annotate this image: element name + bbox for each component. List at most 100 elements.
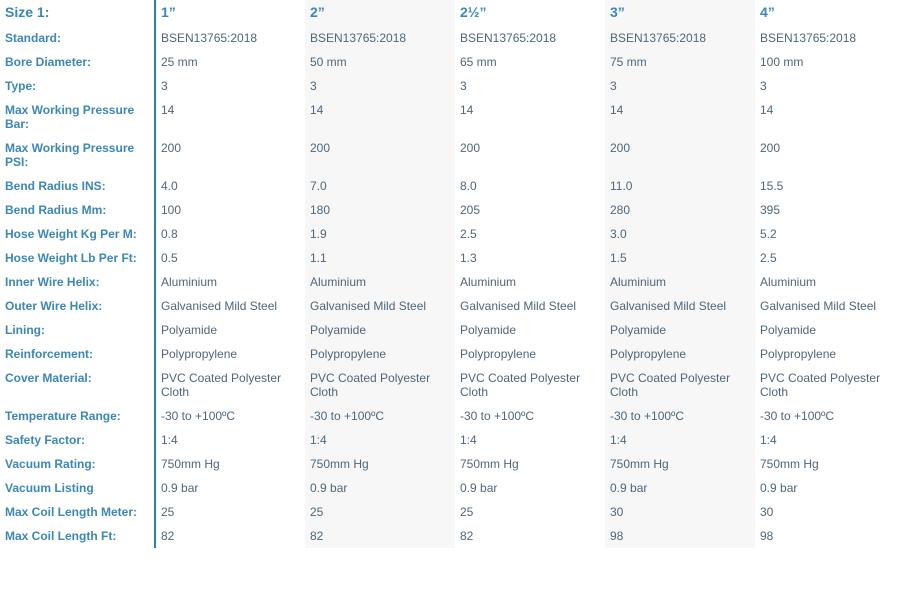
header-row: Size 1: 1” 2” 2½” 3” 4” <box>0 0 909 26</box>
row-label: Inner Wire Helix: <box>0 270 156 294</box>
cell-value: 750mm Hg <box>305 452 455 476</box>
cell-value: Galvanised Mild Steel <box>605 294 755 318</box>
row-label: Bend Radius INS: <box>0 174 156 198</box>
cell-value: 100 mm <box>760 55 804 69</box>
cell-value: 750mm Hg <box>760 457 819 471</box>
cell-value: 50 mm <box>305 50 455 74</box>
table-row: Outer Wire Helix: Galvanised Mild Steel Ga… <box>0 294 909 318</box>
cell-value: Aluminium <box>760 275 817 289</box>
cell-value: Polypropylene <box>760 347 837 361</box>
cell-value: 750mm Hg <box>605 452 755 476</box>
row-label: Bore Diameter: <box>0 50 156 74</box>
cell-value: 1.3 <box>460 251 477 265</box>
cell-value: -30 to +100ºC <box>760 409 835 423</box>
spec-table: Size 1: 1” 2” 2½” 3” 4” Standard: BSEN13765:20… <box>0 0 909 548</box>
table-row: Hose Weight Lb Per Ft: 0.5 1.1 1.3 1.5 2.5 <box>0 246 909 270</box>
row-label: Reinforcement: <box>0 342 156 366</box>
row-label: Standard: <box>0 26 156 50</box>
cell-value: 1.5 <box>605 246 755 270</box>
cell-value: 3 <box>760 79 767 93</box>
table-row: Max Working Pressure PSI: 200 200 200 200 200 <box>0 136 909 174</box>
cell-value: 0.8 <box>161 227 178 241</box>
cell-value: Polypropylene <box>305 342 455 366</box>
table-row: Inner Wire Helix: Aluminium Aluminium Alumi… <box>0 270 909 294</box>
table-row: Temperature Range: -30 to +100ºC -30 to +1… <box>0 404 909 428</box>
row-label: Hose Weight Lb Per Ft: <box>0 246 156 270</box>
table-row: Reinforcement: Polypropylene Polypropylene… <box>0 342 909 366</box>
cell-value: 395 <box>760 203 781 217</box>
cell-value: Polyamide <box>605 318 755 342</box>
row-label: Bend Radius Mm: <box>0 198 156 222</box>
cell-value: 25 mm <box>161 55 198 69</box>
table-row: Bend Radius Mm: 100 180 205 280 395 <box>0 198 909 222</box>
cell-value: Polypropylene <box>161 347 238 361</box>
cell-value: Aluminium <box>460 275 517 289</box>
cell-value: 14 <box>305 98 455 136</box>
table-row: Cover Material: PVC Coated Polyester Clot… <box>0 366 909 404</box>
row-label: Temperature Range: <box>0 404 156 428</box>
cell-value: 1:4 <box>305 428 455 452</box>
column-header: 4” <box>760 4 775 20</box>
cell-value: Polypropylene <box>460 347 537 361</box>
cell-value: 3 <box>305 74 455 98</box>
cell-value: 200 <box>605 136 755 174</box>
cell-value: BSEN13765:2018 <box>760 31 857 45</box>
cell-value: 1.9 <box>305 222 455 246</box>
cell-value: 8.0 <box>460 179 477 193</box>
cell-value: BSEN13765:2018 <box>460 31 557 45</box>
cell-value: 750mm Hg <box>161 457 220 471</box>
cell-value: 1:4 <box>161 433 178 447</box>
row-label: Type: <box>0 74 156 98</box>
cell-value: Polyamide <box>305 318 455 342</box>
cell-value: 25 <box>460 505 474 519</box>
cell-value: -30 to +100ºC <box>605 404 755 428</box>
cell-value: 4.0 <box>161 179 178 193</box>
table-row: Bore Diameter: 25 mm 50 mm 65 mm 75 mm 100 mm <box>0 50 909 74</box>
table-row: Vacuum Listing 0.9 bar 0.9 bar 0.9 bar 0.9 b… <box>0 476 909 500</box>
cell-value: Polypropylene <box>605 342 755 366</box>
cell-value: -30 to +100ºC <box>305 404 455 428</box>
column-header: 2½” <box>460 4 487 20</box>
table-row: Hose Weight Kg Per M: 0.8 1.9 2.5 3.0 5.2 <box>0 222 909 246</box>
cell-value: 280 <box>605 198 755 222</box>
cell-value: PVC Coated Polyester Cloth <box>460 371 581 399</box>
cell-value: 0.5 <box>161 251 178 265</box>
row-label: Outer Wire Helix: <box>0 294 156 318</box>
cell-value: 0.9 bar <box>605 476 755 500</box>
cell-value: 15.5 <box>760 179 784 193</box>
cell-value: 1.1 <box>305 246 455 270</box>
table-row: Safety Factor: 1:4 1:4 1:4 1:4 1:4 <box>0 428 909 452</box>
cell-value: BSEN13765:2018 <box>305 26 455 50</box>
column-header: 1” <box>161 4 176 20</box>
row-label: Hose Weight Kg Per M: <box>0 222 156 246</box>
cell-value: 98 <box>760 529 774 543</box>
cell-value: 82 <box>161 529 175 543</box>
table-body: Standard: BSEN13765:2018 BSEN13765:2018 BSE… <box>0 26 909 548</box>
cell-value: 14 <box>161 103 175 117</box>
table-row: Max Coil Length Meter: 25 25 25 30 30 <box>0 500 909 524</box>
row-label: Lining: <box>0 318 156 342</box>
row-label: Safety Factor: <box>0 428 156 452</box>
table-row: Max Coil Length Ft: 82 82 82 98 98 <box>0 524 909 548</box>
cell-value: 5.2 <box>760 227 777 241</box>
cell-value: Aluminium <box>161 275 218 289</box>
cell-value: Polyamide <box>460 323 517 337</box>
row-label: Max Coil Length Ft: <box>0 524 156 548</box>
column-header: 2” <box>305 0 455 26</box>
row-label: Vacuum Listing <box>0 476 156 500</box>
cell-value: 2.5 <box>460 227 477 241</box>
cell-value: 3 <box>161 79 168 93</box>
size-label: Size 1: <box>0 0 156 26</box>
cell-value: 0.9 bar <box>161 481 199 495</box>
cell-value: Polyamide <box>760 323 817 337</box>
cell-value: 100 <box>161 203 182 217</box>
cell-value: 2.5 <box>760 251 777 265</box>
cell-value: Galvanised Mild Steel <box>460 299 577 313</box>
cell-value: 0.9 bar <box>305 476 455 500</box>
cell-value: Aluminium <box>605 270 755 294</box>
cell-value: 0.9 bar <box>460 481 498 495</box>
cell-value: 200 <box>760 141 781 155</box>
cell-value: 3.0 <box>605 222 755 246</box>
cell-value: 200 <box>305 136 455 174</box>
cell-value: -30 to +100ºC <box>161 409 236 423</box>
